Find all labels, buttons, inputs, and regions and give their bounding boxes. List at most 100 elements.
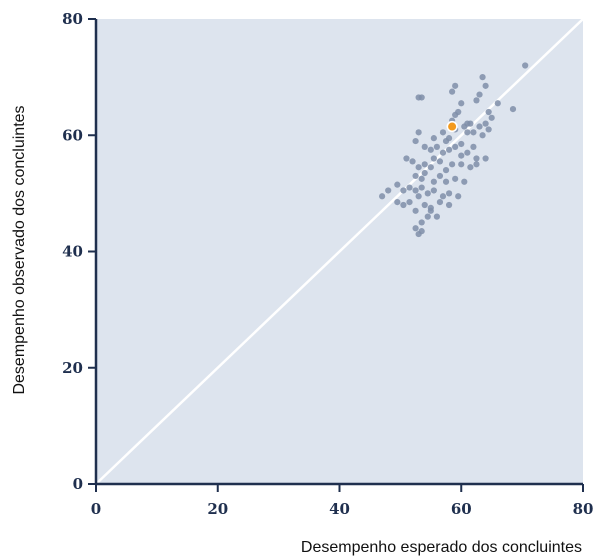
data-point bbox=[433, 213, 440, 220]
data-point bbox=[415, 94, 422, 101]
data-point bbox=[421, 169, 428, 177]
data-point bbox=[522, 62, 529, 69]
y-axis-label: Desempenho observado dos concluintes bbox=[11, 105, 28, 394]
data-point bbox=[464, 149, 471, 156]
data-point bbox=[421, 161, 428, 168]
data-point bbox=[458, 152, 465, 159]
data-point bbox=[479, 74, 486, 81]
points-layer bbox=[379, 62, 529, 238]
y-tick-label: 80 bbox=[62, 10, 83, 28]
data-point bbox=[403, 155, 410, 162]
data-point bbox=[509, 105, 517, 113]
x-tick-label: 40 bbox=[329, 500, 350, 518]
y-tick-label: 0 bbox=[73, 475, 83, 493]
data-point bbox=[379, 193, 386, 200]
data-point bbox=[433, 143, 440, 150]
x-tick-label: 60 bbox=[451, 500, 472, 518]
data-point bbox=[482, 120, 489, 127]
data-point bbox=[415, 164, 422, 171]
data-point bbox=[418, 228, 425, 235]
data-point bbox=[412, 137, 419, 145]
data-point bbox=[424, 190, 431, 197]
data-point bbox=[470, 143, 477, 150]
data-point bbox=[412, 187, 419, 194]
data-point bbox=[400, 187, 407, 194]
data-point bbox=[406, 184, 413, 191]
data-point bbox=[452, 82, 459, 89]
data-point bbox=[400, 201, 407, 209]
data-point bbox=[418, 175, 425, 182]
data-point bbox=[442, 178, 450, 185]
data-point bbox=[445, 146, 453, 153]
y-tick-label: 60 bbox=[62, 126, 83, 144]
data-point bbox=[473, 97, 480, 104]
data-point bbox=[445, 201, 453, 209]
data-point bbox=[424, 213, 431, 220]
data-point bbox=[415, 193, 422, 200]
data-point bbox=[458, 100, 465, 107]
data-point bbox=[476, 123, 483, 130]
data-point bbox=[421, 201, 428, 209]
x-tick-label: 20 bbox=[207, 500, 228, 518]
data-point bbox=[439, 129, 447, 136]
data-point bbox=[421, 143, 428, 150]
data-point bbox=[430, 187, 437, 194]
x-tick-label: 80 bbox=[573, 500, 594, 518]
y-ticks-layer: 0 20 40 60 80 bbox=[62, 10, 96, 493]
identity-line bbox=[95, 18, 584, 485]
data-point bbox=[461, 123, 468, 130]
data-point bbox=[439, 149, 447, 156]
data-point bbox=[394, 181, 401, 188]
data-point bbox=[452, 143, 459, 150]
data-point bbox=[464, 129, 471, 136]
data-point bbox=[427, 146, 434, 153]
data-point bbox=[415, 129, 422, 136]
data-point bbox=[485, 108, 492, 116]
data-point bbox=[436, 198, 444, 206]
data-point bbox=[436, 172, 444, 180]
data-point bbox=[406, 198, 413, 206]
data-point bbox=[439, 193, 447, 200]
data-point bbox=[467, 120, 474, 127]
data-point bbox=[452, 175, 459, 182]
data-point bbox=[409, 158, 416, 165]
data-point bbox=[452, 111, 459, 119]
data-point bbox=[449, 88, 456, 95]
data-point bbox=[482, 82, 489, 89]
identity-line-layer bbox=[95, 18, 584, 485]
x-axis-label: Desempenho esperado dos concluintes bbox=[301, 539, 582, 556]
data-point bbox=[458, 140, 465, 148]
data-point bbox=[479, 132, 486, 139]
data-point bbox=[458, 161, 465, 168]
data-point bbox=[449, 161, 456, 168]
data-point bbox=[430, 155, 437, 162]
data-point bbox=[394, 198, 401, 206]
data-point bbox=[488, 114, 495, 121]
data-point bbox=[494, 100, 501, 107]
y-tick-label: 20 bbox=[62, 359, 83, 377]
data-point bbox=[445, 190, 453, 197]
highlight-point bbox=[446, 120, 458, 133]
data-point bbox=[412, 225, 419, 232]
data-point bbox=[455, 193, 462, 200]
data-point bbox=[476, 91, 483, 98]
x-tick-label: 0 bbox=[91, 500, 101, 518]
data-point bbox=[473, 155, 480, 162]
data-point bbox=[461, 178, 468, 185]
data-point bbox=[418, 184, 425, 191]
data-point bbox=[430, 178, 437, 185]
data-point bbox=[430, 135, 437, 142]
data-point bbox=[385, 187, 392, 194]
data-point bbox=[485, 126, 492, 133]
data-point bbox=[436, 158, 444, 165]
data-point bbox=[427, 164, 434, 171]
data-point bbox=[442, 167, 450, 174]
data-point bbox=[445, 135, 453, 142]
data-point bbox=[470, 129, 477, 136]
data-point bbox=[473, 161, 480, 168]
y-tick-label: 40 bbox=[62, 243, 83, 261]
x-ticks-layer: 0 20 40 60 80 bbox=[91, 484, 594, 518]
data-point bbox=[418, 219, 425, 226]
data-point bbox=[412, 172, 419, 180]
